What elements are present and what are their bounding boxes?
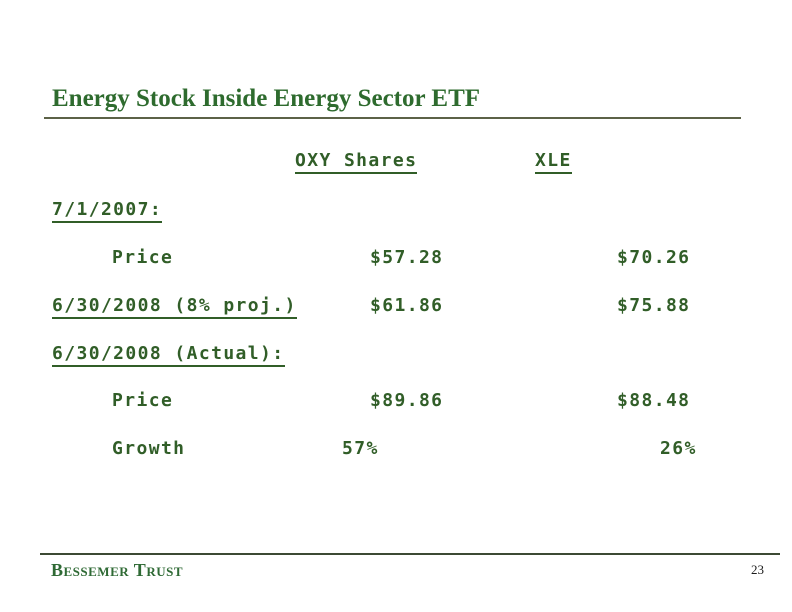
oxy-value: 57% [342, 438, 379, 459]
footer-rule [40, 553, 780, 555]
oxy-value: $61.86 [370, 295, 444, 316]
oxy-value: $89.86 [370, 390, 444, 411]
column-header-xle: XLE [535, 150, 572, 174]
row-label: 6/30/2008 (Actual): [52, 343, 285, 367]
xle-value: $88.48 [617, 390, 691, 411]
title-underline-rule [44, 117, 741, 119]
row-label: Price [112, 247, 174, 268]
row-label: 6/30/2008 (8% proj.) [52, 295, 297, 319]
page-title: Energy Stock Inside Energy Sector ETF [52, 85, 481, 112]
row-label: 7/1/2007: [52, 199, 163, 223]
brand-logo: Bessemer Trust [51, 560, 183, 580]
page-number: 23 [751, 562, 764, 577]
xle-value: 26% [660, 438, 697, 459]
row-label: Price [112, 390, 174, 411]
oxy-value: $57.28 [370, 247, 444, 268]
row-label: Growth [112, 438, 186, 459]
xle-value: $70.26 [617, 247, 691, 268]
xle-value: $75.88 [617, 295, 691, 316]
column-header-oxy-shares: OXY Shares [295, 150, 418, 174]
